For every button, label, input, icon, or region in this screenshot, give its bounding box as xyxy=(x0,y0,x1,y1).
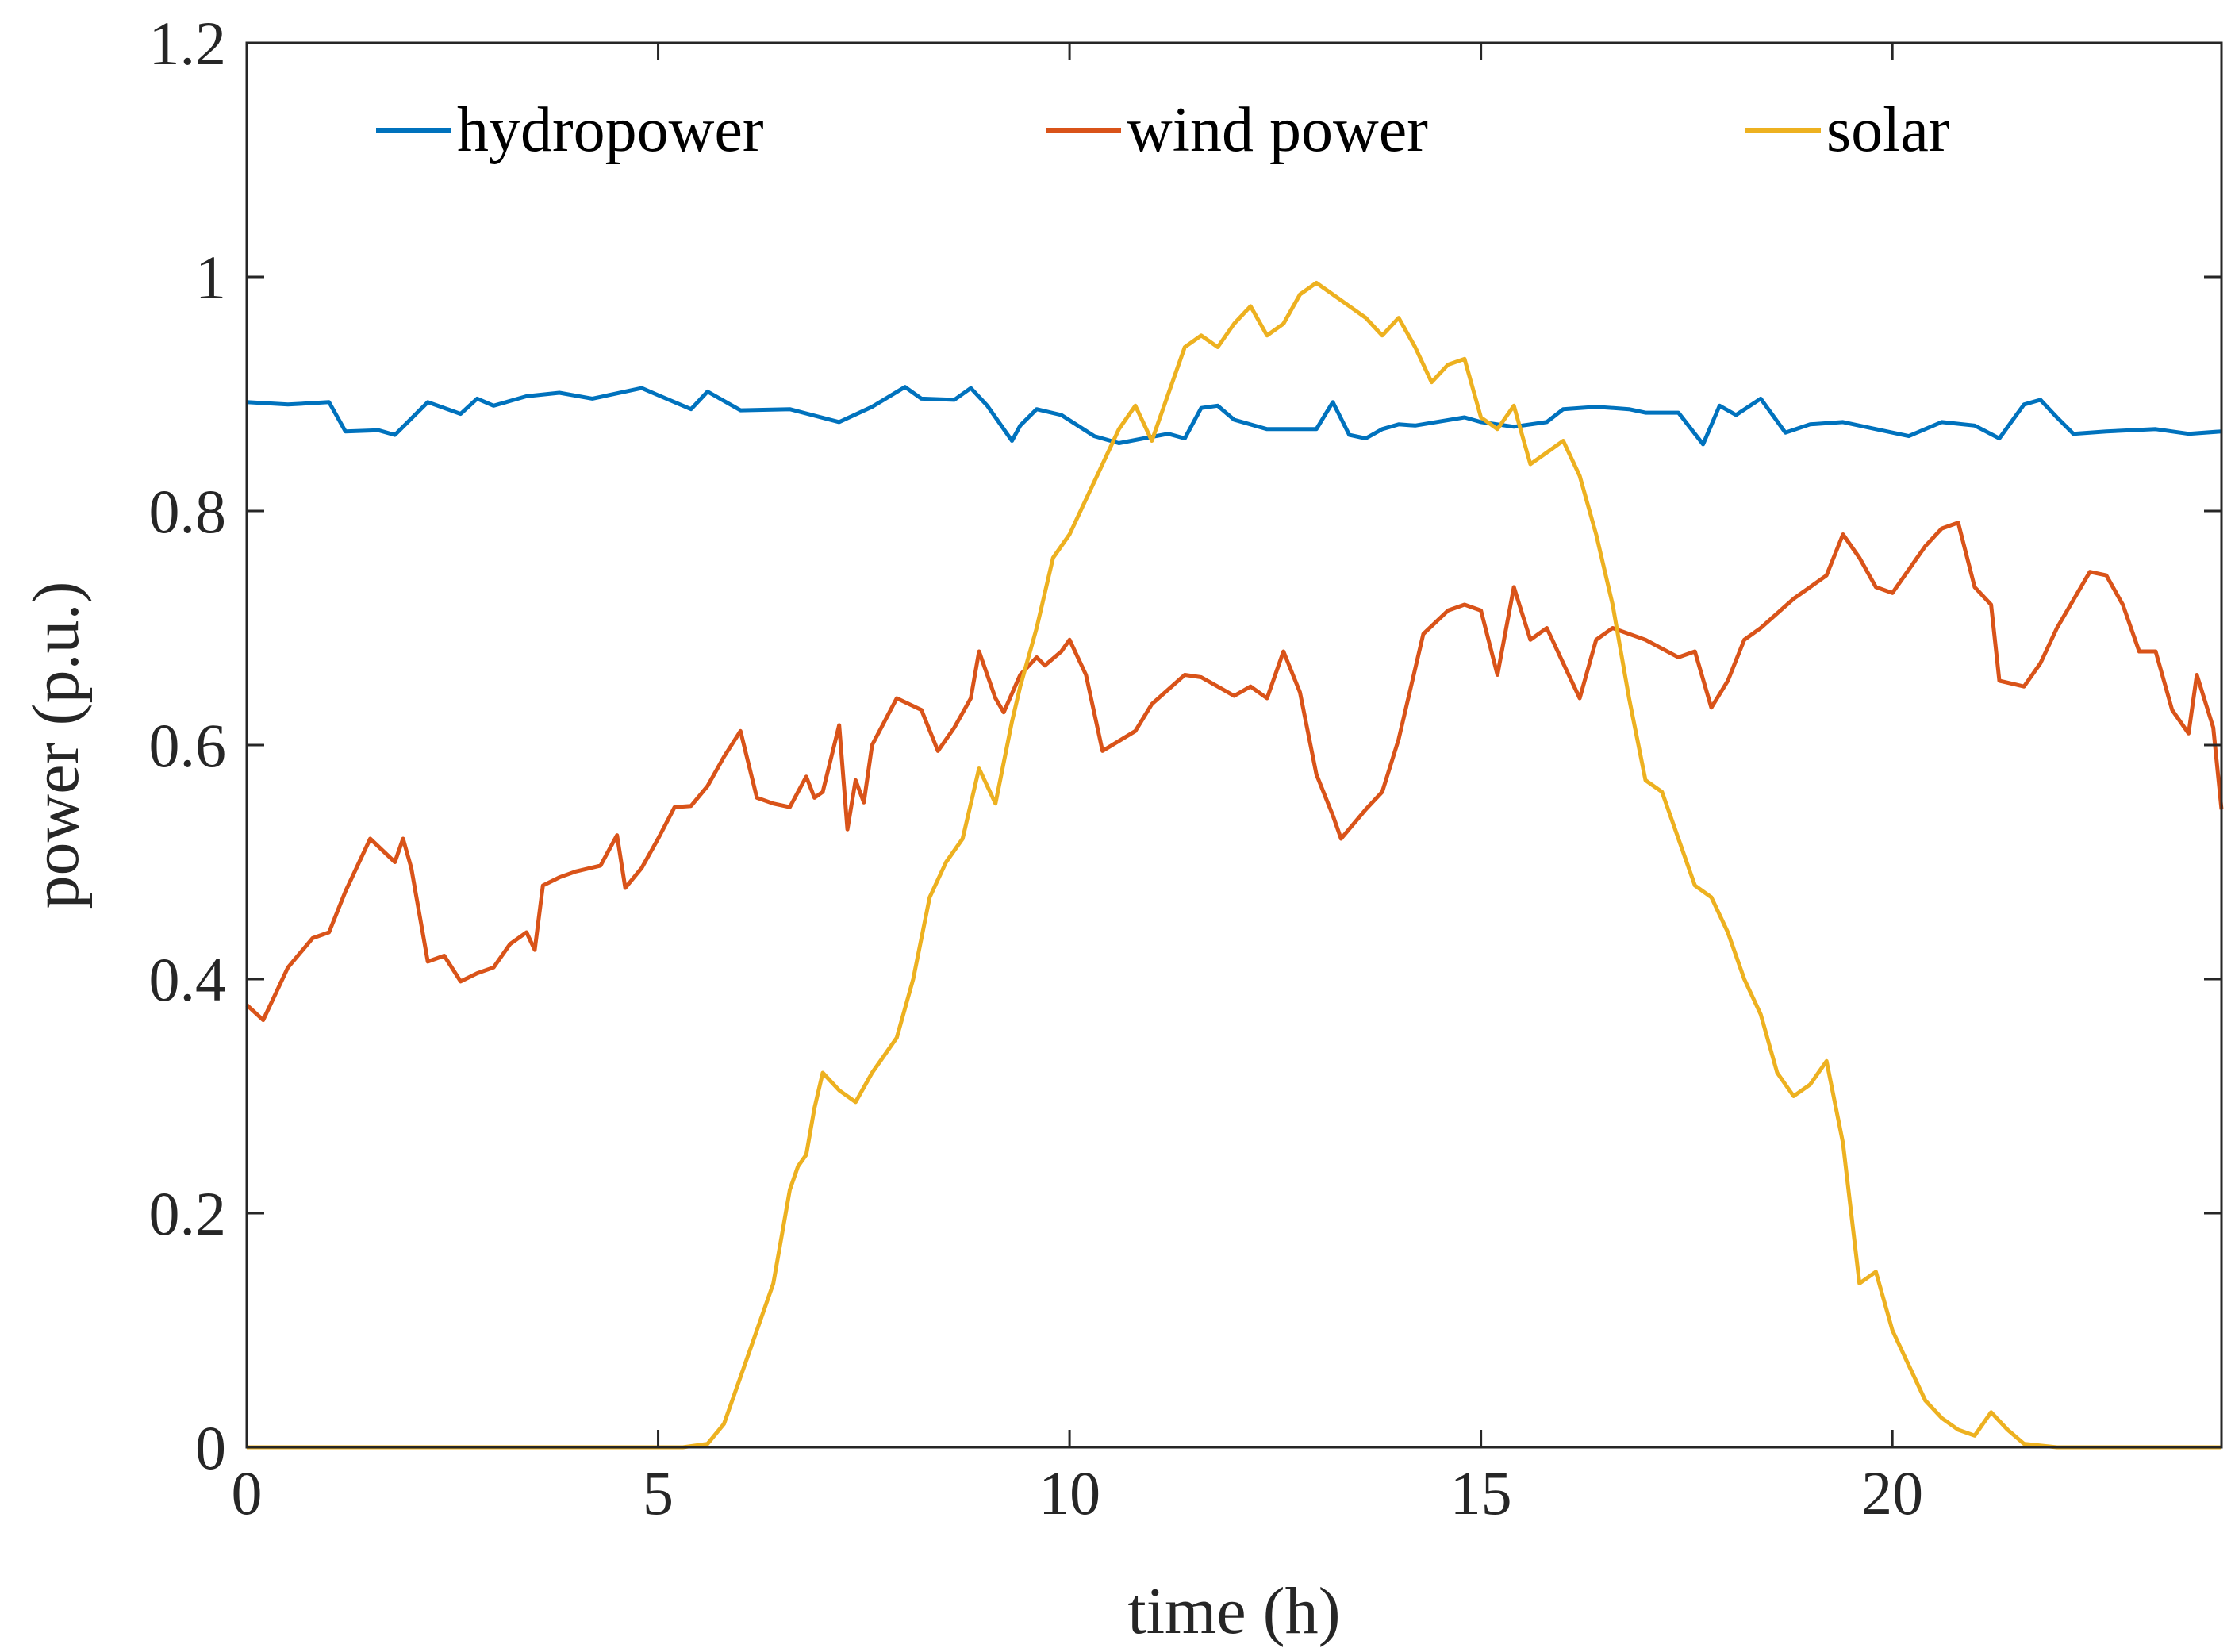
legend-label-solar: solar xyxy=(1826,95,1950,165)
x-axis-title: time (h) xyxy=(1127,1574,1340,1648)
x-tick-label: 20 xyxy=(1861,1458,1923,1527)
x-tick-label: 5 xyxy=(643,1458,674,1527)
x-tick-label: 10 xyxy=(1039,1458,1100,1527)
y-tick-label: 0.6 xyxy=(149,711,227,780)
legend: hydropower wind power solar xyxy=(376,95,1950,165)
series-layer xyxy=(245,280,2224,1450)
y-tick-label: 1 xyxy=(195,243,226,312)
series-line-solar xyxy=(247,280,2221,1450)
x-tick-label: 15 xyxy=(1450,1458,1512,1527)
series-line-hydropower xyxy=(246,385,2222,447)
y-tick-label: 0.4 xyxy=(149,945,227,1014)
series-line-wind-power xyxy=(245,521,2224,1023)
legend-label-hydropower: hydropower xyxy=(457,95,764,165)
x-tick-label: 0 xyxy=(232,1458,263,1527)
y-tick-label: 1.2 xyxy=(149,9,227,78)
y-tick-label: 0 xyxy=(195,1413,226,1482)
legend-label-wind-power: wind power xyxy=(1127,95,1428,165)
y-tick-label: 0.8 xyxy=(149,477,227,546)
y-tick-label: 0.2 xyxy=(149,1179,227,1248)
ticks-layer: 0 5 10 15 20 0 0.2 0.4 0.6 0.8 1 1.2 xyxy=(149,9,2221,1527)
y-axis-title: power (p.u.) xyxy=(19,582,93,909)
